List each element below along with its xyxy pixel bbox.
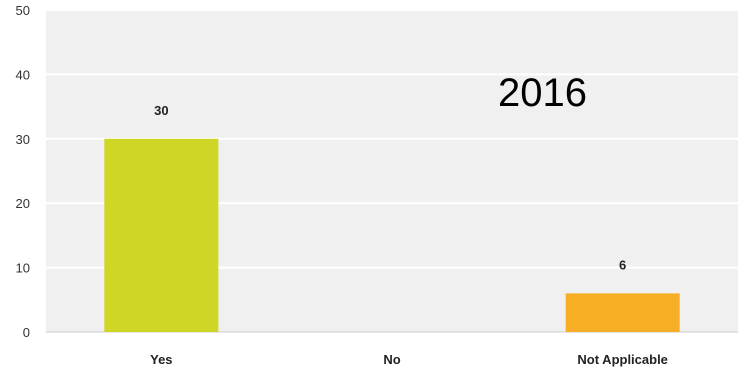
x-category-label: No bbox=[383, 352, 400, 367]
y-tick-label: 50 bbox=[16, 3, 30, 18]
data-label: 6 bbox=[619, 257, 626, 272]
y-tick-label: 10 bbox=[16, 261, 30, 276]
data-label: 30 bbox=[154, 103, 168, 118]
x-category-label: Yes bbox=[150, 352, 172, 367]
x-category-label: Not Applicable bbox=[577, 352, 668, 367]
bars bbox=[104, 138, 680, 332]
y-tick-label: 40 bbox=[16, 67, 30, 82]
data-labels: 30 6 bbox=[154, 103, 626, 273]
bar-not-applicable bbox=[565, 293, 680, 332]
x-axis-categories: Yes No Not Applicable bbox=[150, 352, 668, 367]
y-axis-ticks: 0 10 20 30 40 50 bbox=[16, 3, 30, 340]
y-tick-label: 20 bbox=[16, 196, 30, 211]
y-tick-label: 30 bbox=[16, 132, 30, 147]
bar-yes bbox=[104, 138, 219, 332]
year-annotation: 2016 bbox=[498, 71, 587, 115]
y-tick-label: 0 bbox=[23, 325, 30, 340]
